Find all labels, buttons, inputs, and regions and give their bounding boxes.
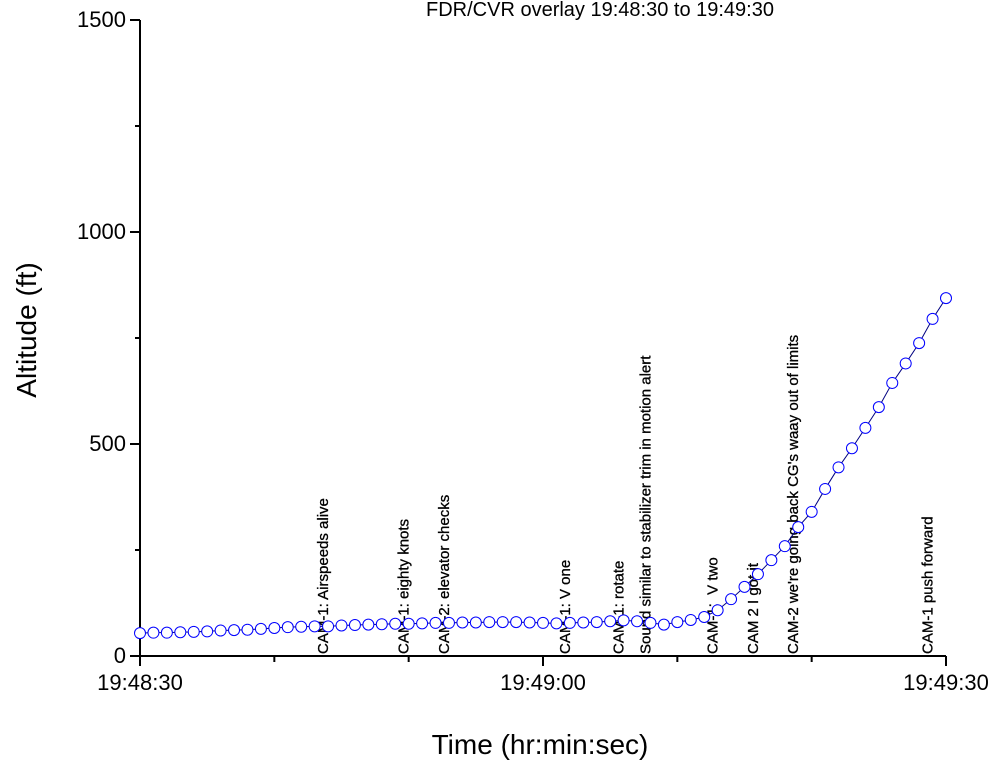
data-point bbox=[496, 616, 509, 629]
data-point bbox=[134, 627, 146, 640]
data-point bbox=[671, 616, 684, 629]
data-point bbox=[456, 616, 469, 629]
y-tick-label: 1000 bbox=[77, 219, 126, 244]
x-tick-label: 19:49:30 bbox=[903, 670, 989, 695]
data-point bbox=[254, 622, 267, 635]
data-point bbox=[281, 621, 294, 634]
data-point bbox=[886, 376, 899, 389]
y-axis-label: Altitude (ft) bbox=[11, 262, 42, 397]
data-point bbox=[187, 625, 200, 638]
data-point bbox=[590, 616, 603, 629]
x-tick-label: 19:49:00 bbox=[500, 670, 586, 695]
data-point bbox=[442, 616, 455, 629]
data-point bbox=[268, 622, 281, 635]
annotation: CAM-1 push forward bbox=[920, 516, 937, 654]
annotation: CAM-1: V two bbox=[705, 557, 722, 654]
x-axis-label: Time (hr:min:sec) bbox=[432, 729, 649, 760]
data-point bbox=[228, 624, 241, 637]
data-point bbox=[375, 618, 388, 631]
data-point bbox=[510, 616, 523, 629]
data-point bbox=[859, 421, 872, 434]
data-point bbox=[792, 521, 805, 534]
data-point bbox=[751, 568, 764, 581]
y-tick-label: 1500 bbox=[77, 7, 126, 32]
data-point bbox=[348, 619, 361, 632]
y-tick-label: 0 bbox=[114, 643, 126, 668]
data-point bbox=[631, 615, 644, 628]
data-point bbox=[214, 624, 227, 637]
data-point bbox=[778, 540, 791, 553]
data-point bbox=[174, 626, 187, 639]
data-point bbox=[711, 604, 724, 617]
data-point bbox=[617, 614, 630, 627]
data-point bbox=[738, 580, 751, 593]
data-point bbox=[201, 625, 214, 638]
data-point bbox=[469, 616, 482, 629]
data-point bbox=[926, 312, 939, 325]
data-point bbox=[563, 616, 576, 629]
data-point bbox=[698, 610, 711, 623]
data-point bbox=[241, 623, 254, 636]
data-point bbox=[819, 482, 832, 495]
data-point bbox=[295, 620, 308, 633]
data-point bbox=[913, 337, 926, 350]
chart-title: FDR/CVR overlay 19:48:30 to 19:49:30 bbox=[426, 0, 774, 21]
data-point bbox=[147, 626, 160, 639]
annotation: CAM-1: V one bbox=[557, 560, 574, 654]
data-point bbox=[308, 620, 321, 633]
data-point bbox=[429, 616, 442, 629]
data-point bbox=[725, 593, 738, 606]
annotation: CAM-2 we're going back CG's waay out of … bbox=[785, 335, 802, 654]
annotation: CAM-1: eighty knots bbox=[396, 519, 413, 654]
series-line bbox=[139, 297, 947, 634]
x-tick-label: 19:48:30 bbox=[97, 670, 183, 695]
data-point bbox=[523, 616, 536, 629]
data-point bbox=[872, 401, 885, 414]
data-point bbox=[322, 620, 335, 633]
data-point bbox=[684, 613, 697, 626]
annotation: CAM-1: rotate bbox=[611, 561, 628, 654]
data-point bbox=[335, 619, 348, 632]
annotation: CAM-2: elevator checks bbox=[436, 495, 453, 654]
data-point bbox=[845, 442, 858, 455]
data-point bbox=[644, 616, 657, 629]
annotation: Sound similar to stabilizer trim in moti… bbox=[637, 355, 654, 654]
annotation: CAM-1: Airspeeds alive bbox=[315, 498, 332, 654]
data-point bbox=[483, 616, 496, 629]
data-point bbox=[604, 615, 617, 628]
data-point bbox=[160, 626, 173, 639]
data-point bbox=[657, 618, 670, 631]
y-tick-label: 500 bbox=[89, 431, 126, 456]
data-point bbox=[416, 617, 429, 630]
data-point bbox=[402, 617, 415, 630]
data-point bbox=[805, 505, 818, 518]
data-point bbox=[899, 357, 912, 370]
data-point bbox=[550, 617, 563, 630]
data-point bbox=[537, 616, 549, 629]
data-point bbox=[362, 618, 375, 631]
data-point bbox=[577, 616, 590, 629]
data-point bbox=[765, 554, 778, 567]
data-point bbox=[940, 292, 952, 305]
data-point bbox=[389, 617, 402, 630]
data-point bbox=[832, 461, 845, 474]
